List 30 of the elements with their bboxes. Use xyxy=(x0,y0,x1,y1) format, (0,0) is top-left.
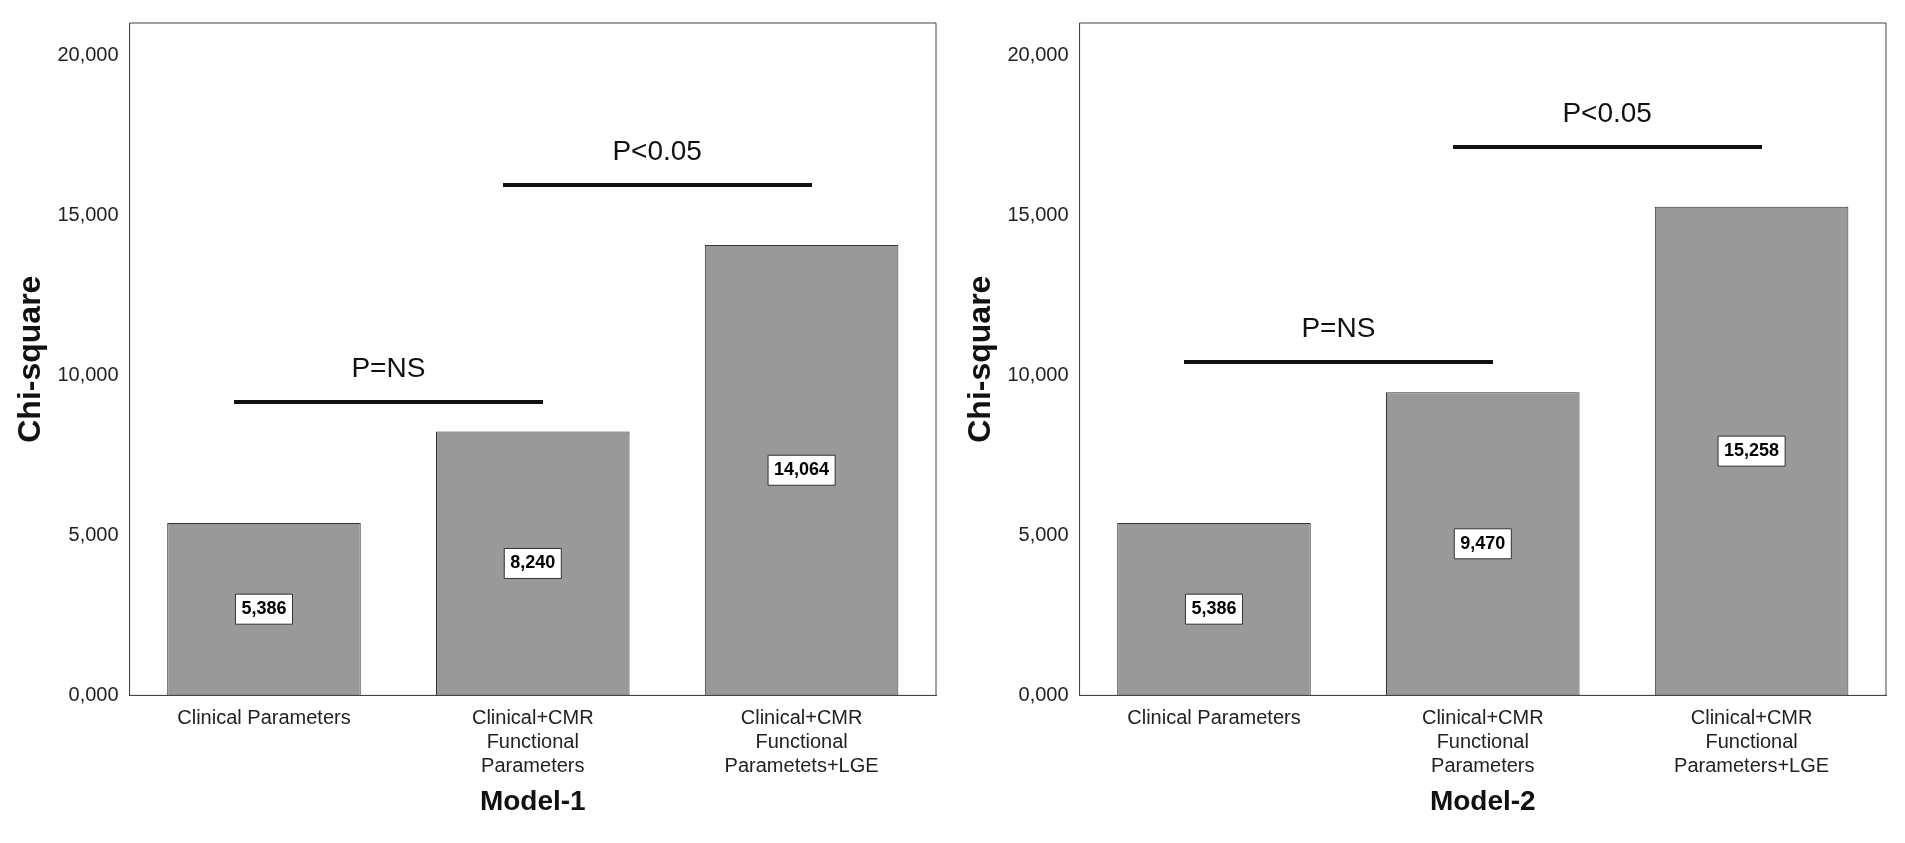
y-tick-label: 0,000 xyxy=(1018,682,1069,705)
data-label: 8,240 xyxy=(510,552,556,573)
x-tick-label: Clinical Parameters xyxy=(177,705,351,728)
y-tick-label: 10,000 xyxy=(57,362,119,385)
data-label: 5,386 xyxy=(1191,598,1237,619)
x-tick-label: Clinical+CMR Functional Parameters xyxy=(1421,705,1544,776)
data-label: 9,470 xyxy=(1460,532,1506,553)
y-tick-label: 10,000 xyxy=(1007,362,1069,385)
data-label: 15,258 xyxy=(1724,440,1780,461)
annotation: P=NS xyxy=(1300,312,1377,345)
x-axis-title: Model-1 xyxy=(479,784,586,816)
annotation: P<0.05 xyxy=(611,135,703,168)
data-label: 14,064 xyxy=(774,459,830,480)
y-tick-label: 15,000 xyxy=(1007,202,1069,225)
y-axis-title: Chi-square xyxy=(11,275,48,443)
y-tick-label: 20,000 xyxy=(57,42,119,65)
y-tick-label: 5,000 xyxy=(1018,522,1069,545)
y-tick-label: 20,000 xyxy=(1007,42,1069,65)
y-axis-title: Chi-square xyxy=(961,275,998,443)
y-tick-label: 0,000 xyxy=(68,682,119,705)
y-tick-label: 5,000 xyxy=(68,522,119,545)
x-tick-label: Clinical+CMR Functional Parameters xyxy=(471,705,594,776)
data-label: 5,386 xyxy=(241,598,287,619)
y-tick-label: 15,000 xyxy=(57,202,119,225)
x-tick-label: Clinical+CMR Functional Parametets+LGE xyxy=(724,705,879,776)
x-tick-label: Clinical Parameters xyxy=(1127,705,1301,728)
annotation: P<0.05 xyxy=(1561,96,1653,129)
x-tick-label: Clinical+CMR Functional Parameters+LGE xyxy=(1674,705,1830,776)
x-axis-title: Model-2 xyxy=(1429,784,1536,816)
annotation: P=NS xyxy=(350,351,427,384)
